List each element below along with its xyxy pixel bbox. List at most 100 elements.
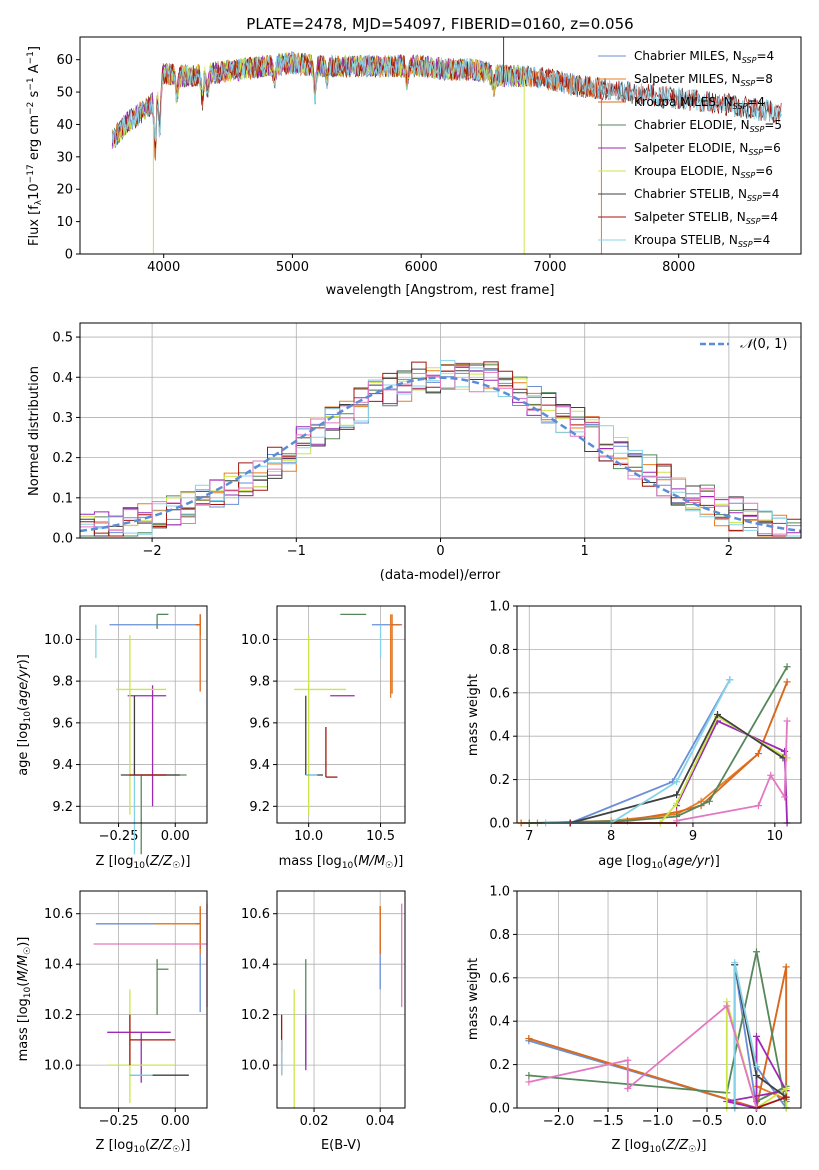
z-vs-age-panel: −0.25 0.00 9.2 9.4 9.6 9.8 10.0 Z [log10(Z/Z☉)… (16, 605, 208, 871)
y-tick-label: 10.2 (241, 1008, 270, 1023)
spectrum-model-line (111, 52, 782, 147)
y-tick-label: 10.0 (44, 1059, 73, 1074)
figure-title: PLATE=2478, MJD=54097, FIBERID=0160, z=0… (246, 15, 633, 33)
y-tick-label: 9.2 (249, 800, 270, 815)
y-tick-label: 40 (56, 118, 73, 133)
x-tick-label: 10.0 (294, 829, 323, 844)
residuals-plot-area: −2 −1 0 1 2 0.0 0.1 0.2 0.3 0.4 0.5 (52, 323, 802, 559)
y-tick-label: 50 (56, 86, 73, 101)
age-vs-weight-plot-area: 7 8 9 10 0.0 0.2 0.4 0.6 0.8 1.0 (489, 600, 801, 844)
weight-point-marker (723, 1002, 731, 1010)
spectrum-legend: Chabrier MILES, NSSP=4 Salpeter MILES, NS… (598, 49, 782, 249)
mass-vs-age-xlabel: mass [log10(M/M☉)] (279, 854, 404, 871)
x-tick-label: 0 (436, 544, 444, 559)
weight-point-marker (754, 802, 762, 810)
x-tick-label: 7000 (533, 260, 566, 275)
normal-curve (79, 376, 802, 533)
x-tick-label: −1.0 (642, 1114, 674, 1129)
weight-point-marker (624, 1084, 632, 1092)
z-vs-weight-plot-area: −2.0 −1.5 −1.0 −0.5 0.0 0.0 0.2 0.4 0.6 0.8 1.0 (489, 885, 801, 1129)
residuals-legend: 𝒩(0, 1) (700, 337, 787, 352)
z-vs-age-frame (79, 605, 208, 824)
ebv-vs-mass-plot-area: 0.02 0.04 10.0 10.2 10.4 10.6 (241, 891, 405, 1129)
legend-label: Salpeter MILES, NSSP=8 (634, 72, 773, 88)
y-tick-label: 0.4 (52, 371, 73, 386)
weight-point-marker (752, 1032, 760, 1040)
weight-point-marker (782, 1084, 790, 1092)
z-vs-weight-xlabel: Z [log10(Z/Z☉)] (612, 1138, 707, 1155)
y-tick-label: 0.0 (52, 532, 73, 547)
z-vs-weight-panel: −2.0 −1.5 −1.0 −0.5 0.0 0.0 0.2 0.4 0.6 0.8 1.0 Z … (466, 885, 802, 1155)
x-tick-label: 8 (607, 829, 615, 844)
y-tick-label: 0.8 (489, 928, 510, 943)
legend-label: Chabrier STELIB, NSSP=4 (634, 187, 779, 203)
y-tick-label: 20 (56, 183, 73, 198)
age-vs-weight-frame (516, 605, 802, 824)
z-vs-age-plot-area: −0.25 0.00 9.2 9.4 9.6 9.8 10.0 (44, 606, 207, 855)
weight-point-marker (673, 778, 681, 786)
residuals-ylabel: Normed distribution (27, 366, 42, 496)
weight-point-marker (752, 1071, 760, 1079)
x-tick-label: −0.25 (99, 829, 139, 844)
x-tick-label: 6000 (405, 260, 438, 275)
weight-point-marker (783, 717, 791, 725)
x-tick-label: 5000 (276, 260, 309, 275)
weight-point-marker (624, 1056, 632, 1064)
y-tick-label: 0.4 (489, 730, 510, 745)
mass-vs-age-panel: 10.0 10.5 9.2 9.4 9.6 9.8 10.0 mass [log10(M/M… (241, 605, 406, 871)
weight-point-marker (752, 1063, 760, 1071)
weight-point-marker (673, 799, 681, 807)
weight-series-line (521, 681, 788, 824)
residuals-frame (79, 322, 802, 539)
ebv-vs-mass-frame (276, 890, 406, 1109)
spectrum-xlabel: wavelength [Angstrom, rest frame] (326, 283, 555, 298)
z-vs-mass-frame (79, 890, 208, 1109)
y-tick-label: 1.0 (489, 885, 510, 900)
legend-label: Kroupa ELODIE, NSSP=6 (634, 164, 773, 180)
ebv-vs-mass-xlabel: E(B-V) (321, 1138, 361, 1153)
weight-series-line (521, 681, 788, 824)
y-tick-label: 9.4 (52, 758, 73, 773)
weight-point-marker (525, 1071, 533, 1079)
weight-series-line (528, 951, 788, 1109)
y-tick-label: 9.6 (249, 716, 270, 731)
y-tick-label: 10.0 (241, 1059, 270, 1074)
z-vs-weight-ylabel: mass weight (466, 958, 481, 1040)
legend-label: Chabrier MILES, NSSP=4 (634, 49, 774, 65)
z-vs-age-xlabel: Z [log10(Z/Z☉)] (96, 854, 191, 871)
y-tick-label: 10.6 (44, 907, 73, 922)
y-tick-label: 10.4 (241, 958, 270, 973)
x-tick-label: 7 (525, 829, 533, 844)
spectrum-panel: 4000 5000 6000 7000 8000 0 10 20 30 40 50 60 wavele… (26, 36, 802, 298)
spectrum-frame (79, 36, 802, 255)
z-vs-mass-ylabel: mass [log10(M/M☉)] (16, 937, 33, 1062)
x-tick-label: −0.25 (99, 1114, 139, 1129)
x-tick-label: −2.0 (543, 1114, 575, 1129)
legend-label: Chabrier ELODIE, NSSP=5 (634, 118, 782, 134)
weight-point-marker (767, 771, 775, 779)
z-vs-mass-panel: −0.25 0.00 10.0 10.2 10.4 10.6 Z [log10(Z/Z☉)… (16, 890, 208, 1155)
y-tick-label: 30 (56, 150, 73, 165)
legend-label: Salpeter ELODIE, NSSP=6 (634, 141, 781, 157)
y-tick-label: 1.0 (489, 600, 510, 615)
y-tick-label: 0.5 (52, 331, 73, 346)
y-tick-label: 0.2 (489, 773, 510, 788)
residuals-panel: −2 −1 0 1 2 0.0 0.1 0.2 0.3 0.4 0.5 (data-model)/e… (27, 322, 802, 583)
weight-series-line (569, 713, 784, 824)
y-tick-label: 60 (56, 53, 73, 68)
weight-point-marker (714, 711, 722, 718)
weight-point-marker (731, 959, 739, 967)
y-tick-label: 10 (56, 215, 73, 230)
age-vs-weight-panel: 7 8 9 10 0.0 0.2 0.4 0.6 0.8 1.0 age [log10(age/y… (466, 600, 802, 871)
spectrum-plot-area: 4000 5000 6000 7000 8000 0 10 20 30 40 50 60 (56, 37, 782, 275)
z-vs-age-ylabel: age [log10(age/yr)] (16, 654, 33, 776)
y-tick-label: 10.4 (44, 958, 73, 973)
y-tick-label: 0.4 (489, 1015, 510, 1030)
x-tick-label: −1 (287, 544, 306, 559)
y-tick-label: 10.0 (44, 633, 73, 648)
y-tick-label: 0.8 (489, 643, 510, 658)
y-tick-label: 0.1 (52, 491, 73, 506)
legend-label: Salpeter STELIB, NSSP=4 (634, 210, 778, 226)
weight-point-marker (782, 1093, 790, 1101)
x-tick-label: 4000 (147, 260, 180, 275)
